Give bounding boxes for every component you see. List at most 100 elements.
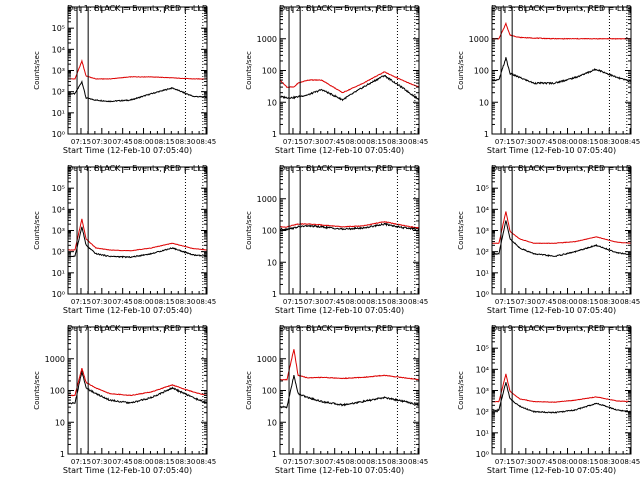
x-tick-label: 07:45 bbox=[113, 458, 133, 466]
x-tick-label: 07:15 bbox=[71, 138, 91, 146]
x-tick-label: 08:45 bbox=[620, 298, 640, 306]
x-tick-label: 08:30 bbox=[599, 458, 619, 466]
y-tick-label: 10⁵ bbox=[52, 24, 65, 33]
panel-title: Det 7: BLACK = Events, RED = LLD bbox=[67, 324, 208, 333]
y-tick-label: 10⁰ bbox=[52, 130, 65, 139]
x-tick-label: 07:15 bbox=[283, 458, 303, 466]
panel-title: Det 3: BLACK = Events, RED = LLD bbox=[491, 4, 632, 13]
y-tick-label: 10³ bbox=[476, 227, 489, 236]
y-tick-label: 10⁵ bbox=[476, 184, 489, 193]
y-tick-label: 10 bbox=[479, 98, 489, 107]
x-tick-label: 07:30 bbox=[304, 458, 324, 466]
x-tick-label: 08:30 bbox=[175, 458, 195, 466]
plot-frame bbox=[279, 6, 420, 135]
x-tick-label: 07:45 bbox=[537, 138, 557, 146]
y-axis-label: Counts/sec bbox=[33, 371, 41, 410]
x-tick-label: 08:45 bbox=[196, 458, 216, 466]
x-tick-label: 07:45 bbox=[113, 298, 133, 306]
x-tick-label: 08:30 bbox=[387, 298, 407, 306]
y-tick-label: 10³ bbox=[476, 387, 489, 396]
x-tick-label: 08:30 bbox=[175, 138, 195, 146]
x-tick-label: 08:15 bbox=[578, 298, 598, 306]
x-tick-label: 08:45 bbox=[408, 298, 428, 306]
y-tick-label: 1 bbox=[272, 290, 277, 299]
x-tick-label: 07:15 bbox=[71, 298, 91, 306]
y-tick-label: 1 bbox=[272, 130, 277, 139]
y-tick-label: 10⁰ bbox=[476, 450, 489, 459]
x-axis-label: Start Time (12-Feb-10 07:05:40) bbox=[275, 146, 404, 155]
panel-title: Det 6: BLACK = Events, RED = LLD bbox=[491, 164, 632, 173]
x-tick-label: 07:15 bbox=[283, 298, 303, 306]
y-tick-label: 10¹ bbox=[476, 269, 489, 278]
panel-title: Det 4: BLACK = Events, RED = LLD bbox=[67, 164, 208, 173]
x-axis-label: Start Time (12-Feb-10 07:05:40) bbox=[487, 466, 616, 475]
y-tick-label: 1000 bbox=[257, 35, 277, 44]
x-tick-label: 07:15 bbox=[495, 298, 515, 306]
x-tick-label: 07:15 bbox=[71, 458, 91, 466]
x-tick-label: 08:45 bbox=[408, 138, 428, 146]
x-tick-label: 07:45 bbox=[325, 138, 345, 146]
y-axis-label: Counts/sec bbox=[245, 371, 253, 410]
lld-line-det-3 bbox=[492, 21, 631, 40]
x-tick-label: 07:30 bbox=[92, 458, 112, 466]
plot-frame bbox=[67, 6, 208, 135]
y-axis-label: Counts/sec bbox=[33, 211, 41, 250]
panel-title: Det 2: BLACK = Events, RED = LLD bbox=[279, 4, 420, 13]
lld-line-det-1 bbox=[68, 58, 207, 80]
y-axis-label: Counts/sec bbox=[245, 51, 253, 90]
y-tick-label: 1000 bbox=[469, 35, 489, 44]
x-tick-label: 08:00 bbox=[557, 458, 577, 466]
x-tick-label: 08:00 bbox=[133, 298, 153, 306]
x-tick-label: 08:15 bbox=[578, 138, 598, 146]
x-tick-label: 08:00 bbox=[133, 138, 153, 146]
x-tick-label: 08:00 bbox=[133, 458, 153, 466]
plot-frame bbox=[491, 6, 632, 135]
plot-frame bbox=[67, 166, 208, 295]
y-tick-label: 10⁴ bbox=[52, 45, 65, 54]
y-tick-label: 10⁴ bbox=[52, 205, 65, 214]
x-tick-label: 08:45 bbox=[620, 138, 640, 146]
lld-line-det-4 bbox=[68, 218, 207, 252]
panel-det-7: 1 10 100 1000 07:15 07:30 07:45 08:00 08:15 08:30… bbox=[33, 324, 216, 475]
y-tick-label: 10⁰ bbox=[476, 290, 489, 299]
x-axis-label: Start Time (12-Feb-10 07:05:40) bbox=[63, 466, 192, 475]
events-line-det-8 bbox=[280, 374, 419, 409]
x-tick-label: 08:30 bbox=[387, 458, 407, 466]
y-tick-label: 1 bbox=[272, 450, 277, 459]
y-tick-label: 100 bbox=[262, 387, 277, 396]
y-tick-label: 10³ bbox=[52, 67, 65, 76]
y-tick-label: 10³ bbox=[52, 227, 65, 236]
y-tick-label: 1 bbox=[484, 130, 489, 139]
y-tick-label: 10² bbox=[476, 248, 489, 257]
y-axis-label: Counts/sec bbox=[33, 51, 41, 90]
x-tick-label: 08:45 bbox=[620, 458, 640, 466]
events-line-det-9 bbox=[492, 382, 631, 414]
x-tick-label: 08:00 bbox=[345, 138, 365, 146]
plot-frame bbox=[279, 326, 420, 455]
x-tick-label: 08:30 bbox=[599, 138, 619, 146]
x-axis-label: Start Time (12-Feb-10 07:05:40) bbox=[275, 306, 404, 315]
x-axis-label: Start Time (12-Feb-10 07:05:40) bbox=[487, 146, 616, 155]
lld-line-det-6 bbox=[492, 211, 631, 244]
y-tick-label: 10¹ bbox=[476, 429, 489, 438]
events-line-det-3 bbox=[492, 57, 631, 85]
y-axis-label: Counts/sec bbox=[457, 51, 465, 90]
lld-line-det-2 bbox=[280, 71, 419, 94]
y-tick-label: 1000 bbox=[257, 355, 277, 364]
x-tick-label: 08:30 bbox=[599, 298, 619, 306]
y-tick-label: 100 bbox=[50, 387, 65, 396]
panel-det-8: 1 10 100 1000 07:15 07:30 07:45 08:00 08:15 08:30… bbox=[245, 324, 428, 475]
x-tick-label: 08:00 bbox=[557, 138, 577, 146]
y-tick-label: 100 bbox=[262, 67, 277, 76]
x-tick-label: 07:30 bbox=[516, 138, 536, 146]
y-tick-label: 10² bbox=[476, 408, 489, 417]
x-tick-label: 07:45 bbox=[537, 458, 557, 466]
x-tick-label: 07:15 bbox=[495, 458, 515, 466]
plot-frame bbox=[491, 326, 632, 455]
plot-frame bbox=[491, 166, 632, 295]
x-axis-label: Start Time (12-Feb-10 07:05:40) bbox=[275, 466, 404, 475]
